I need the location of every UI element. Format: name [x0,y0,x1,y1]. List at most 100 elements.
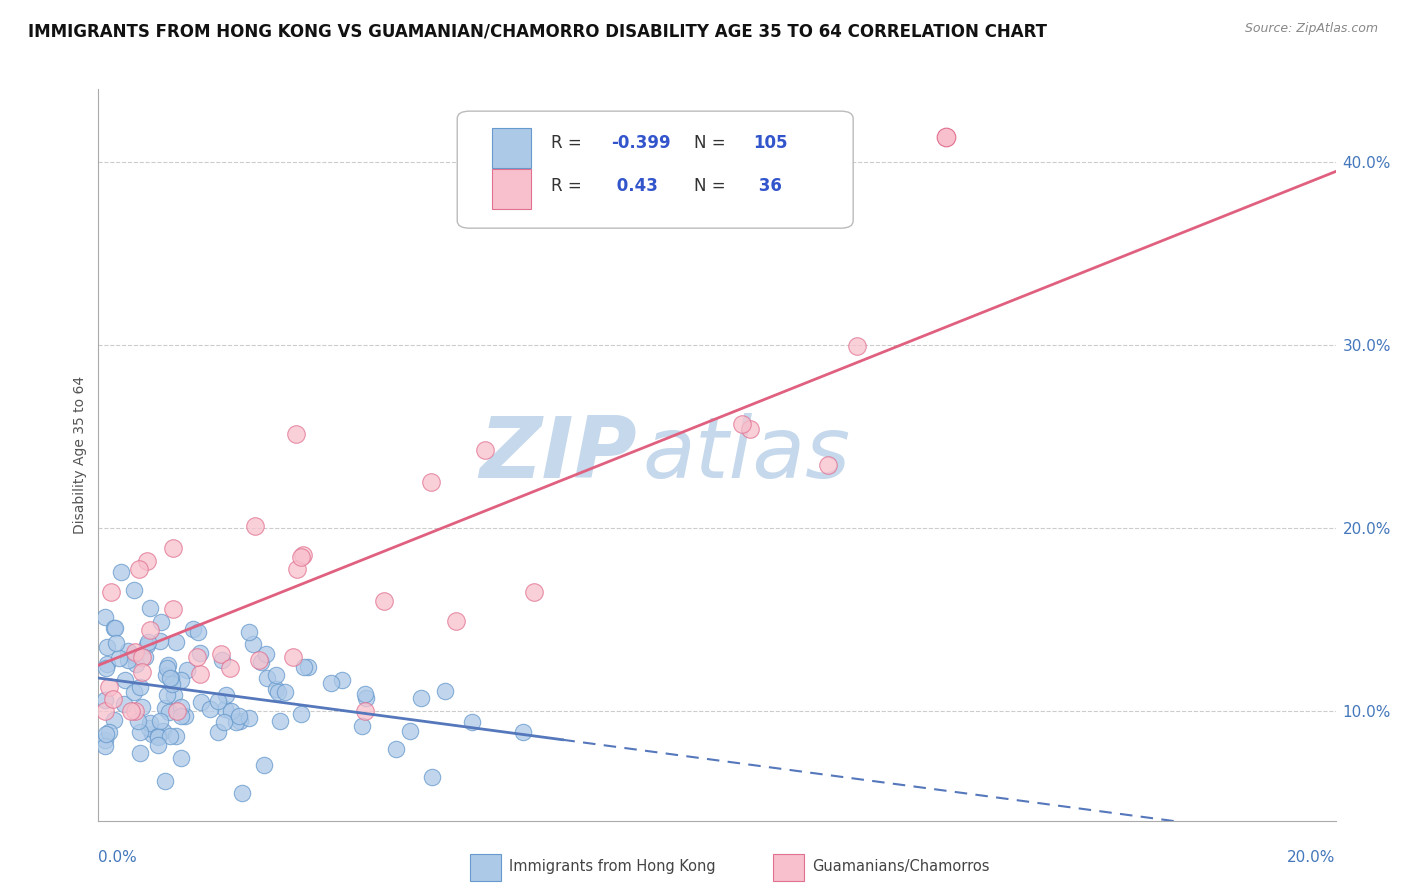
Point [319,676,342,690]
Point [131,665,153,680]
Point [165,635,187,649]
Text: 0.43: 0.43 [610,177,658,194]
Point [249,653,271,667]
Point [162,677,184,691]
Point [264,667,287,681]
Point [104,621,127,635]
Point [188,667,211,681]
Point [740,422,762,436]
Point [474,443,496,458]
Text: -0.399: -0.399 [610,135,671,153]
Point [94,661,117,675]
Point [156,657,179,672]
Point [100,585,122,599]
Point [207,694,229,708]
FancyBboxPatch shape [457,112,853,228]
Point [228,708,250,723]
Point [159,671,181,685]
Point [162,541,184,556]
Text: 36: 36 [754,177,782,194]
Point [136,635,159,649]
Point [128,562,150,576]
Text: 0.0%: 0.0% [98,850,138,865]
Point [120,704,142,718]
Text: 20.0%: 20.0% [1288,850,1336,865]
Point [131,650,153,665]
Point [281,649,304,664]
Point [256,671,278,685]
Point [264,681,287,696]
Point [269,714,291,728]
Point [512,725,534,739]
Point [444,614,467,628]
Text: R =: R = [551,135,588,153]
Point [229,714,252,729]
Point [148,633,170,648]
Point [212,715,235,730]
Point [138,721,160,735]
Y-axis label: Disability Age 35 to 64: Disability Age 35 to 64 [73,376,87,534]
Point [105,636,128,650]
Point [149,615,172,629]
Point [146,729,169,743]
Point [215,688,238,702]
Point [162,688,184,702]
Point [231,786,253,800]
Point [114,673,136,687]
Point [290,550,312,565]
Point [117,644,139,658]
Point [274,685,297,699]
Point [238,625,260,640]
Point [98,724,121,739]
Point [385,742,408,756]
Point [166,704,188,718]
Point [124,704,146,718]
Point [460,715,482,730]
Point [290,706,312,721]
Text: R =: R = [551,177,588,194]
Point [101,691,124,706]
Point [181,622,204,636]
Point [170,699,193,714]
Point [190,646,212,660]
Bar [773,854,804,881]
Text: Guamanians/Chamorros: Guamanians/Chamorros [813,859,990,874]
Point [219,661,242,675]
Point [254,648,277,662]
Point [420,475,443,489]
Point [817,458,839,472]
Point [135,554,157,568]
Text: 105: 105 [754,135,787,153]
Point [238,711,260,725]
Point [209,647,232,661]
Point [112,697,135,711]
Bar [492,169,531,209]
Point [93,693,115,707]
Point [219,704,242,718]
Point [93,732,115,747]
Point [292,660,315,674]
Point [124,685,146,699]
Point [131,700,153,714]
Point [159,671,181,685]
Text: ZIP: ZIP [479,413,637,497]
Point [297,659,319,673]
Point [110,565,132,579]
Point [523,585,546,599]
Point [186,650,208,665]
Point [165,729,187,743]
Point [96,640,118,655]
Point [214,702,236,716]
Point [253,757,276,772]
Point [124,582,146,597]
Point [170,673,193,688]
Point [125,657,148,671]
Text: Source: ZipAtlas.com: Source: ZipAtlas.com [1244,22,1378,36]
Point [139,624,162,638]
Point [141,727,163,741]
Point [243,519,266,533]
Point [373,594,395,608]
Point [176,664,198,678]
Point [846,339,869,353]
Point [187,625,209,640]
